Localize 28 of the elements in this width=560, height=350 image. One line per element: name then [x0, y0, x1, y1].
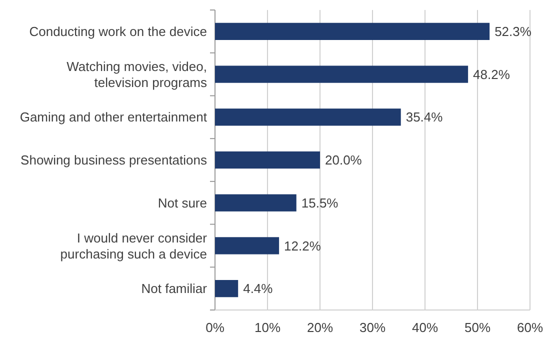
- y-tick-label: Conducting work on the device: [29, 24, 207, 39]
- bar: [215, 194, 296, 212]
- y-tick-label: I would never consider purchasing such a device: [60, 230, 208, 262]
- bar: [215, 108, 401, 126]
- data-label: 52.3%: [494, 24, 532, 39]
- x-tick-label: 60%: [516, 320, 544, 335]
- y-tick-label: Gaming and other entertainment: [20, 110, 208, 125]
- x-tick-label: 10%: [254, 320, 281, 335]
- x-tick-label: 30%: [359, 320, 386, 335]
- data-label: 15.5%: [301, 195, 339, 210]
- bar: [215, 280, 238, 298]
- bar: [215, 237, 280, 254]
- x-tick-label: 50%: [464, 320, 491, 335]
- bar: [215, 66, 468, 83]
- x-tick-label: 0%: [206, 320, 225, 335]
- data-label: 48.2%: [473, 66, 510, 82]
- x-tick-label: 20%: [306, 320, 334, 335]
- y-tick-label: Not familiar: [141, 281, 208, 296]
- data-label: 35.4%: [406, 110, 444, 125]
- y-tick-label: Showing business presentations: [20, 152, 208, 168]
- bar: [215, 151, 320, 169]
- data-label: 12.2%: [284, 238, 322, 254]
- bar: [215, 22, 490, 40]
- y-tick-label: Not sure: [158, 195, 207, 210]
- data-label: 20.0%: [325, 152, 362, 168]
- data-label: 4.4%: [243, 281, 274, 296]
- y-tick-label: Watching movies, video, television programs: [66, 58, 208, 90]
- x-tick-label: 40%: [412, 320, 438, 335]
